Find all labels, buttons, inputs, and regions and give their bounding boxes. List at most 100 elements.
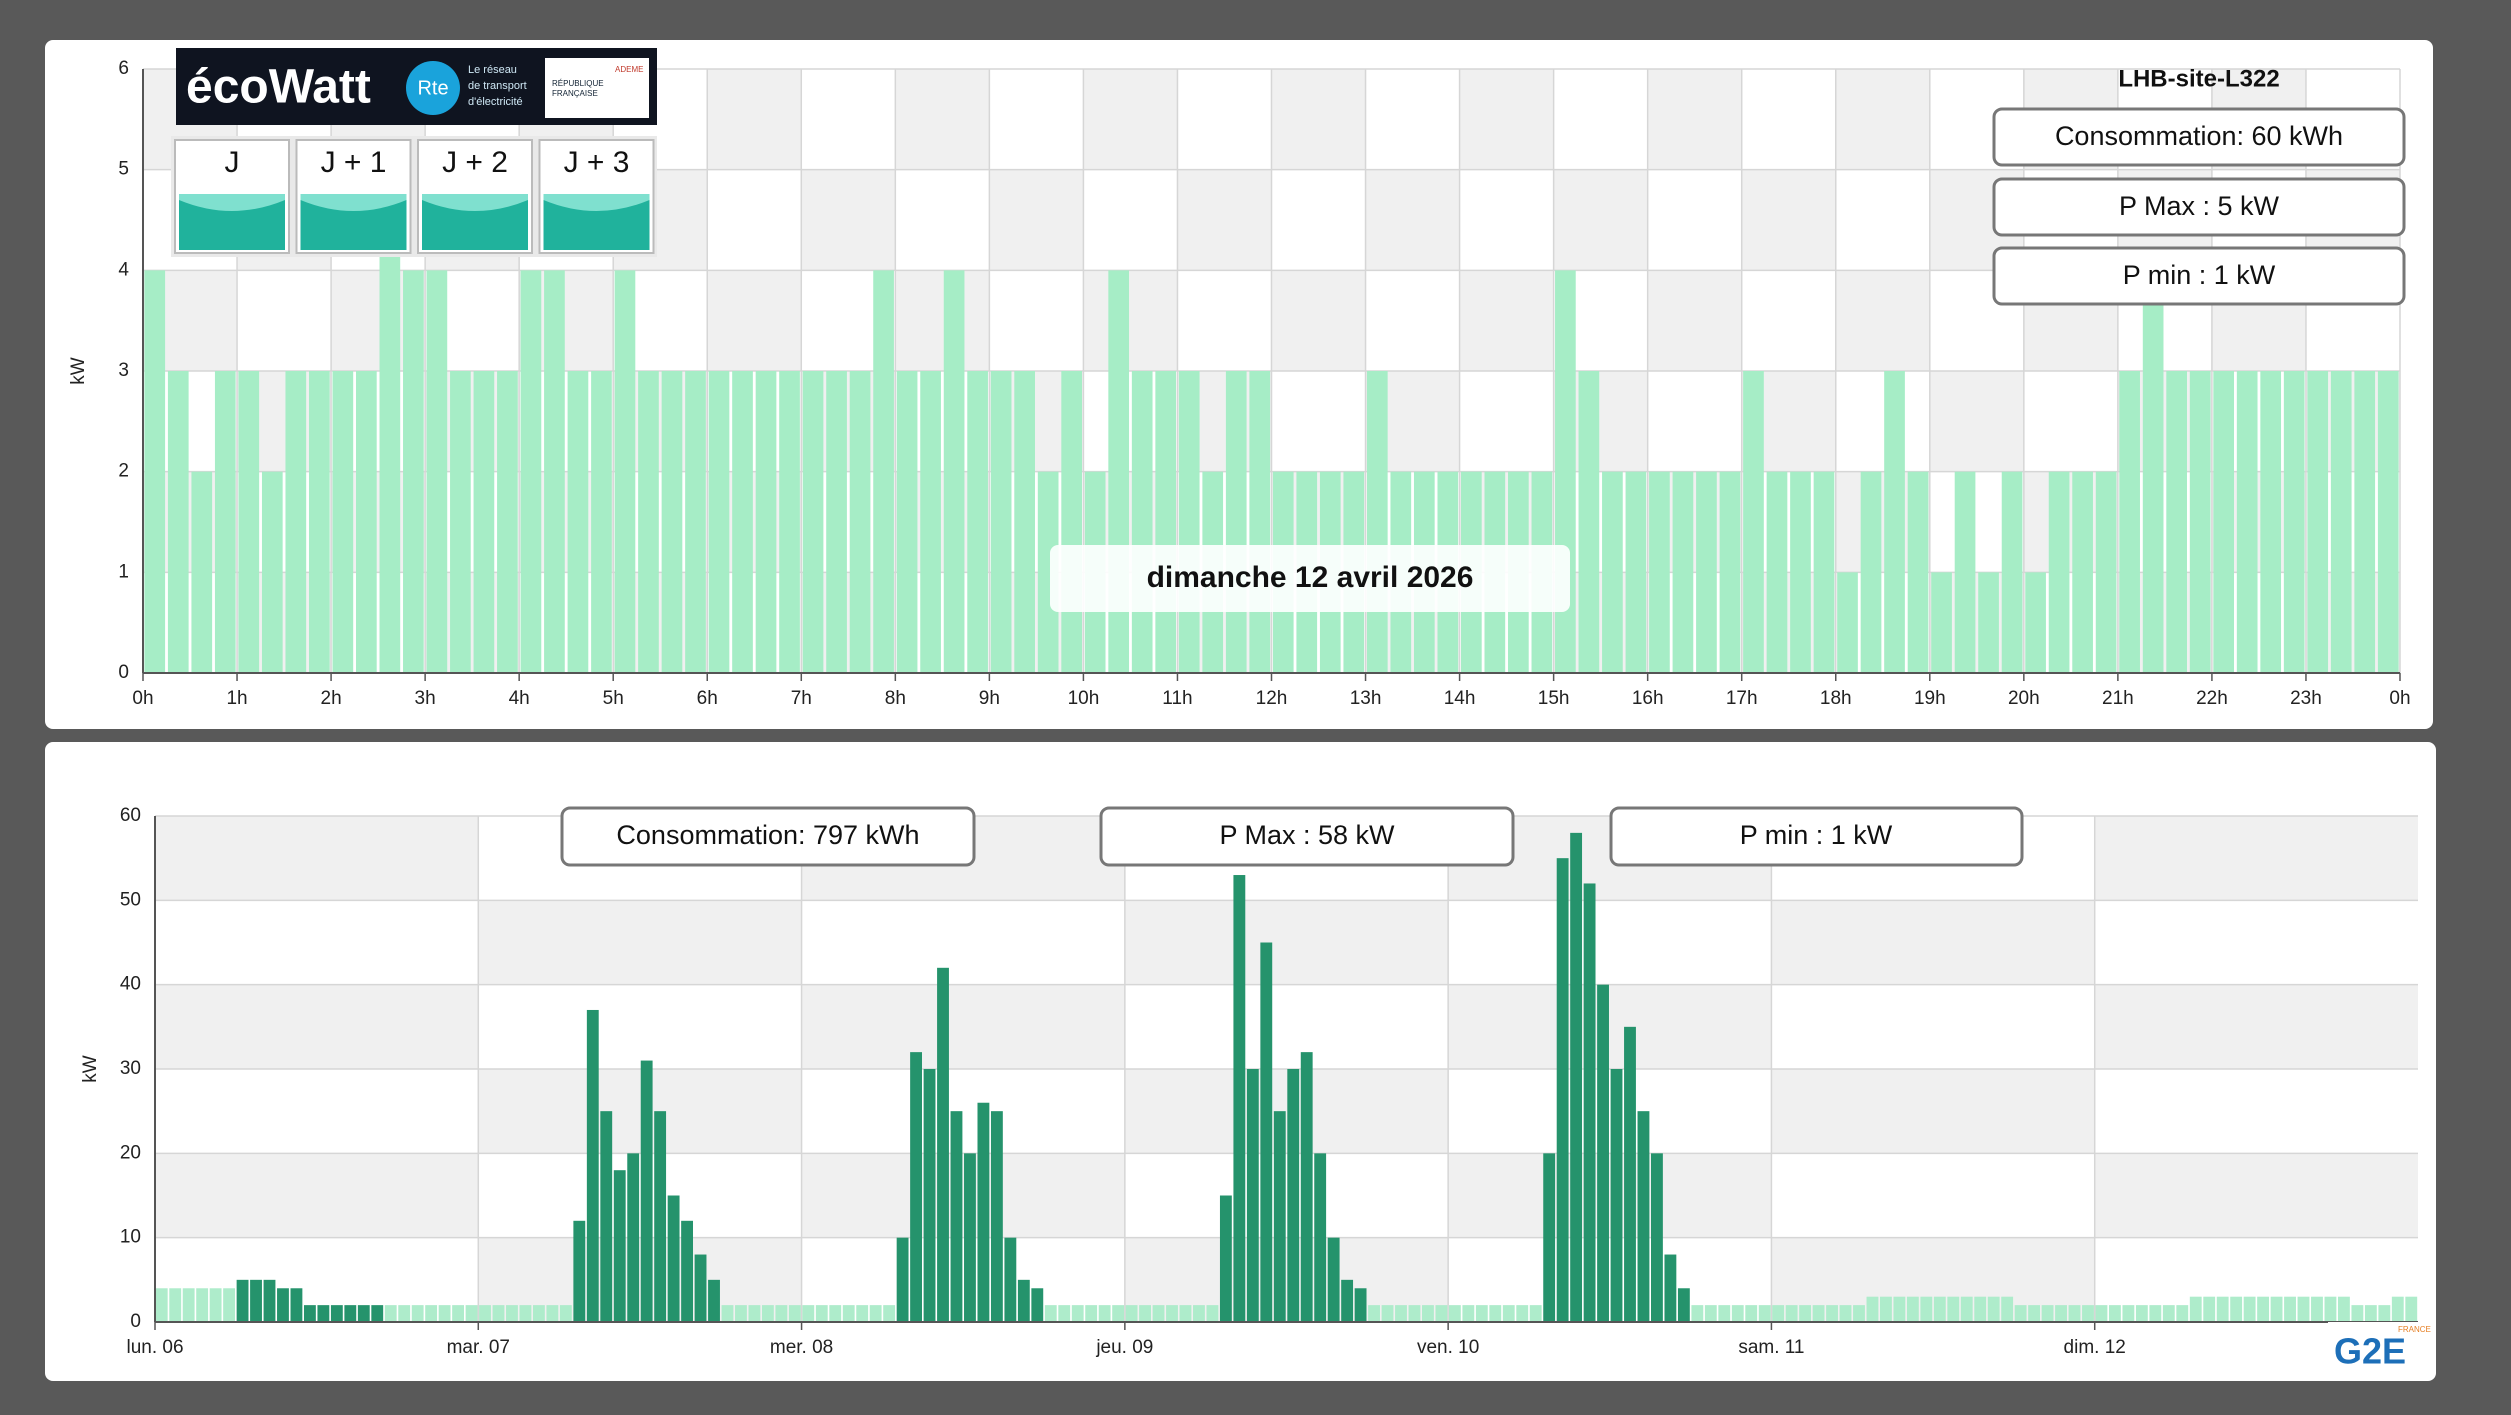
bar xyxy=(2354,371,2376,673)
bar xyxy=(2378,1305,2391,1322)
bar xyxy=(1610,1069,1623,1322)
bar xyxy=(1555,270,1576,673)
info-text: P Max : 58 kW xyxy=(1219,820,1395,850)
bar xyxy=(2048,471,2070,673)
bar xyxy=(238,371,260,673)
bar xyxy=(1578,371,1600,673)
grid-cell xyxy=(1553,69,1648,170)
bar xyxy=(1529,1305,1542,1322)
bar xyxy=(1014,371,1035,673)
bar xyxy=(694,1254,707,1322)
bar xyxy=(2001,471,2023,673)
bar xyxy=(586,1009,599,1322)
bar xyxy=(1691,1305,1704,1322)
bar xyxy=(2236,371,2258,673)
bar xyxy=(2072,471,2093,673)
bar xyxy=(1696,471,1717,673)
bar xyxy=(600,1111,613,1322)
bar xyxy=(1731,1305,1744,1322)
bar xyxy=(2028,1305,2041,1322)
bar xyxy=(1704,1305,1717,1322)
flag-box xyxy=(545,58,649,118)
bar xyxy=(169,1288,182,1322)
bar xyxy=(2351,1305,2364,1322)
bar xyxy=(896,1237,909,1322)
bar xyxy=(1300,1052,1313,1322)
bar xyxy=(1314,1153,1327,1322)
bar xyxy=(1341,1279,1354,1322)
bar xyxy=(1879,1296,1892,1322)
bar xyxy=(191,471,213,673)
bar xyxy=(1249,371,1271,673)
rte-text: Le réseau xyxy=(468,64,517,76)
bar xyxy=(1719,471,1741,673)
bar xyxy=(1422,1305,1434,1322)
bar xyxy=(1166,1305,1178,1322)
y-axis-label: kW xyxy=(68,357,89,385)
bar xyxy=(1206,1305,1219,1322)
bar xyxy=(856,1305,869,1322)
y-tick-label: 1 xyxy=(118,561,129,582)
bar xyxy=(1954,471,1976,673)
bar xyxy=(1233,875,1246,1322)
grid-cell xyxy=(1271,371,1366,472)
bar xyxy=(1812,1305,1825,1322)
day-wave xyxy=(422,194,528,211)
bar xyxy=(2307,371,2329,673)
x-tick-label: 23h xyxy=(2290,688,2322,709)
bar xyxy=(2405,1296,2418,1322)
bar xyxy=(638,371,659,673)
bar xyxy=(1178,371,1200,673)
bar xyxy=(2257,1296,2270,1322)
bar xyxy=(155,1288,168,1322)
bar xyxy=(290,1288,303,1322)
bar xyxy=(735,1305,747,1322)
bar xyxy=(546,1305,559,1322)
bar xyxy=(1960,1296,1973,1322)
bar xyxy=(2041,1305,2054,1322)
bar xyxy=(263,1279,276,1322)
bar xyxy=(1516,1305,1529,1322)
grid-cell xyxy=(1124,984,1449,1069)
bar xyxy=(1462,1305,1475,1322)
grid-cell xyxy=(1771,1153,2095,1238)
bar xyxy=(2055,1305,2067,1322)
logo-box xyxy=(2328,1322,2430,1374)
bar xyxy=(1853,1305,1865,1322)
info-box xyxy=(1992,107,2406,167)
grid-cell xyxy=(237,270,332,371)
x-tick-label: 13h xyxy=(1350,688,1382,709)
bar xyxy=(332,371,354,673)
bar xyxy=(613,1170,626,1322)
bar xyxy=(943,270,965,673)
y-tick-label: 40 xyxy=(120,974,141,995)
bar xyxy=(802,371,824,673)
bar xyxy=(1664,1254,1677,1322)
bar xyxy=(1193,1305,1205,1322)
bar xyxy=(196,1288,209,1322)
info-box xyxy=(1992,246,2406,306)
bar xyxy=(732,371,753,673)
bar xyxy=(223,1288,236,1322)
x-tick-label: 17h xyxy=(1726,688,1758,709)
x-tick-label: 8h xyxy=(885,688,906,709)
bar xyxy=(2311,1296,2323,1322)
bar xyxy=(473,371,495,673)
grid-cell xyxy=(1365,69,1460,170)
bar xyxy=(937,967,949,1322)
bar xyxy=(303,1305,316,1322)
bar xyxy=(182,1288,195,1322)
bar xyxy=(2082,1305,2094,1322)
bar xyxy=(532,1305,545,1322)
bar xyxy=(1624,1026,1636,1322)
grid-cell xyxy=(801,69,896,170)
x-tick-label: 2h xyxy=(321,688,342,709)
bar xyxy=(1502,1305,1515,1322)
grid-cell xyxy=(2094,1069,2418,1154)
bar xyxy=(1974,1296,1987,1322)
bar xyxy=(1637,1111,1650,1322)
bar xyxy=(277,1288,289,1322)
bar xyxy=(708,371,730,673)
bar xyxy=(964,1153,976,1322)
